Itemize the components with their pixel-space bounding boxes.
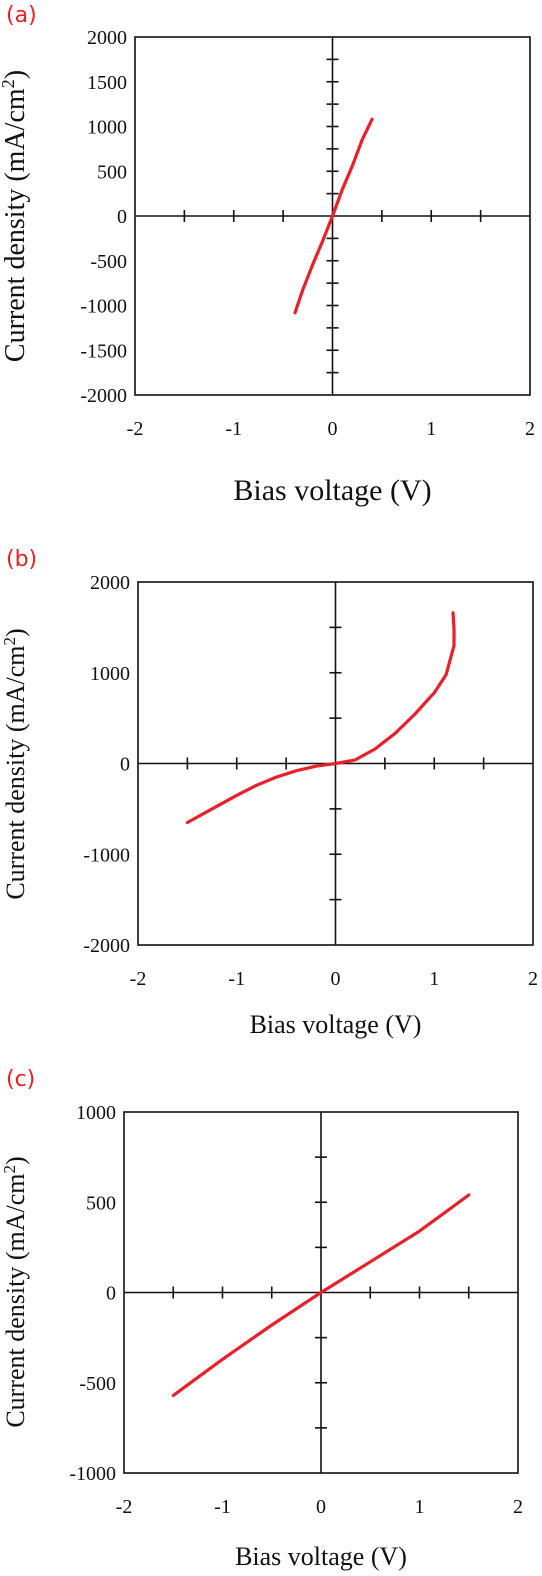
x-tick-label: 2 (513, 1496, 523, 1518)
x-tick-label: -2 (127, 418, 144, 440)
y-tick-label: 2000 (87, 27, 127, 49)
x-tick-label: 2 (525, 418, 535, 440)
y-tick-label: 0 (106, 1283, 116, 1305)
y-tick-label: 500 (86, 1192, 116, 1214)
panel-a: (a) -2 -1 0 1 2 -2000 -1500 -1000 -500 0 500 1000 150… (0, 3, 535, 507)
y-tick-label: -1000 (69, 1463, 116, 1485)
y-tick-label: 1000 (87, 117, 127, 139)
y-tick-label: -500 (79, 1373, 116, 1395)
y-tick-label: 1500 (87, 72, 127, 94)
y-axis-title: Current density (mA/cm2) (0, 1156, 30, 1427)
y-axis-title: Current density (mA/cm2) (0, 70, 31, 362)
y-tick-label: 500 (97, 161, 127, 183)
y-tick-label: 2000 (90, 572, 130, 594)
panel-c: (c) -2 -1 0 1 2 -1000 -500 0 500 1000 Bias voltage … (0, 1067, 523, 1571)
y-tick-label: -1500 (80, 340, 127, 362)
panel-label: (c) (6, 1067, 35, 1092)
x-tick-label: 2 (528, 968, 538, 990)
x-axis-title: Bias voltage (V) (233, 474, 431, 507)
x-tick-label: 0 (331, 968, 341, 990)
y-tick-label: -500 (90, 251, 127, 273)
x-tick-label: 1 (415, 1496, 425, 1518)
panel-label: (a) (6, 3, 37, 28)
panel-label: (b) (6, 547, 37, 572)
x-tick-label: 1 (429, 968, 439, 990)
y-tick-label: 1000 (90, 663, 130, 685)
x-tick-label: -1 (228, 968, 245, 990)
data-series-line (171, 1193, 471, 1398)
x-tick-label: -2 (116, 1496, 133, 1518)
x-axis-title: Bias voltage (V) (235, 1542, 407, 1571)
y-tick-label: -1000 (83, 844, 130, 866)
x-tick-label: 1 (426, 418, 436, 440)
y-tick-label: 0 (117, 206, 127, 228)
data-series-line (293, 117, 374, 315)
x-axis-title: Bias voltage (V) (250, 1010, 422, 1039)
y-tick-label: -2000 (83, 935, 130, 957)
y-tick-label: -2000 (80, 385, 127, 407)
x-tick-label: -1 (214, 1496, 231, 1518)
y-tick-label: 0 (120, 754, 130, 776)
y-tick-label: -1000 (80, 296, 127, 318)
data-series-line (185, 611, 456, 825)
panel-b: (b) -2 -1 0 1 2 -2000 -1000 0 1000 2000 Bias voltag… (0, 547, 538, 1039)
y-axis-title: Current density (mA/cm2) (0, 628, 30, 899)
x-tick-label: 0 (316, 1496, 326, 1518)
x-tick-label: -1 (225, 418, 242, 440)
y-tick-label: 1000 (76, 1102, 116, 1124)
x-tick-label: -2 (130, 968, 147, 990)
x-tick-label: 0 (328, 418, 338, 440)
